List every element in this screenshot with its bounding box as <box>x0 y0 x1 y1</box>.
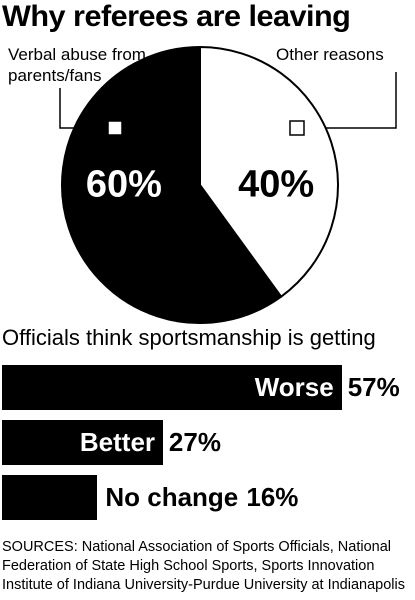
pie-value-label: 40% <box>238 163 315 206</box>
bar <box>2 365 342 410</box>
bar-value-label: 27% <box>168 427 221 457</box>
pie-slice <box>61 45 283 324</box>
bar-value-label: 16% <box>246 482 299 512</box>
bar-category-label: Better <box>79 427 156 457</box>
bar-category-label: Worse <box>254 372 334 402</box>
pie-category-label: Verbal abuse from parents/fans <box>8 45 146 85</box>
pie-category-label: Other reasons <box>276 45 384 64</box>
chart-subtitle: Officials think sportsmanship is getting <box>2 325 376 350</box>
bar-value-label: 57% <box>347 372 400 402</box>
pie-slice <box>199 45 339 299</box>
leader-line <box>304 72 397 129</box>
sources-note: SOURCES: National Association of Sports … <box>2 539 405 593</box>
leader-marker <box>107 120 123 136</box>
pie-chart <box>59 45 397 324</box>
chart-title: Why referees are leaving <box>2 0 351 33</box>
leader-marker <box>289 120 305 136</box>
bar <box>2 420 163 465</box>
bar-category-label: No change <box>105 482 239 512</box>
bar <box>2 475 98 520</box>
pie-value-label: 60% <box>85 163 162 206</box>
